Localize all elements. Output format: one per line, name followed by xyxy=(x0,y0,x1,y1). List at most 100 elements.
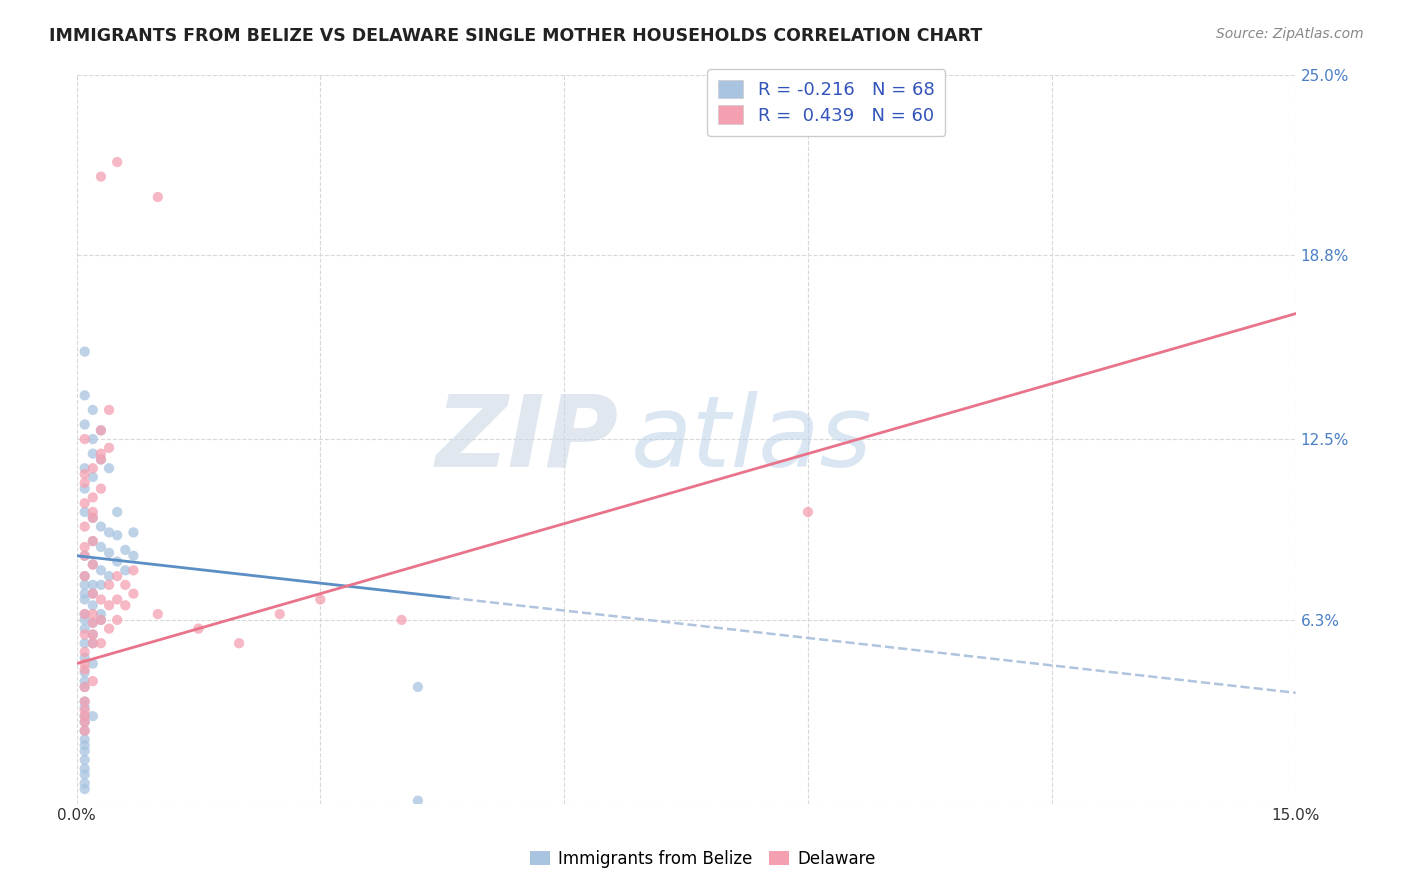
Point xyxy=(114,578,136,592)
Point xyxy=(82,709,104,723)
Point xyxy=(73,663,96,677)
Point xyxy=(73,665,96,680)
Point xyxy=(82,461,104,475)
Point xyxy=(90,452,112,467)
Point xyxy=(73,432,96,446)
Point xyxy=(73,776,96,790)
Point xyxy=(82,627,104,641)
Point xyxy=(98,578,121,592)
Point xyxy=(114,599,136,613)
Point xyxy=(73,627,96,641)
Point xyxy=(98,599,121,613)
Point xyxy=(82,578,104,592)
Point xyxy=(73,700,96,714)
Point xyxy=(82,607,104,621)
Point xyxy=(73,714,96,729)
Point xyxy=(82,657,104,671)
Point xyxy=(90,452,112,467)
Point xyxy=(73,549,96,563)
Point xyxy=(73,388,96,402)
Point xyxy=(122,525,145,540)
Point xyxy=(73,549,96,563)
Point xyxy=(98,546,121,560)
Point xyxy=(105,505,128,519)
Point xyxy=(98,622,121,636)
Point xyxy=(73,694,96,708)
Point xyxy=(90,563,112,577)
Point xyxy=(73,650,96,665)
Point xyxy=(73,607,96,621)
Point xyxy=(73,645,96,659)
Point xyxy=(90,482,112,496)
Point xyxy=(73,714,96,729)
Point xyxy=(73,344,96,359)
Point xyxy=(90,423,112,437)
Point xyxy=(73,540,96,554)
Point xyxy=(82,599,104,613)
Point xyxy=(82,636,104,650)
Point xyxy=(73,505,96,519)
Point xyxy=(73,709,96,723)
Point xyxy=(90,423,112,437)
Point xyxy=(90,613,112,627)
Point xyxy=(105,555,128,569)
Point xyxy=(73,762,96,776)
Point xyxy=(406,794,429,808)
Point xyxy=(90,592,112,607)
Point xyxy=(73,496,96,510)
Legend: Immigrants from Belize, Delaware: Immigrants from Belize, Delaware xyxy=(523,844,883,875)
Point xyxy=(73,674,96,689)
Point xyxy=(82,470,104,484)
Point xyxy=(98,569,121,583)
Point xyxy=(391,613,413,627)
Point xyxy=(73,782,96,797)
Point xyxy=(73,569,96,583)
Point xyxy=(73,703,96,717)
Point xyxy=(82,511,104,525)
Point xyxy=(406,680,429,694)
Point xyxy=(82,534,104,549)
Point xyxy=(73,753,96,767)
Point xyxy=(98,525,121,540)
Point xyxy=(105,155,128,169)
Point xyxy=(90,519,112,533)
Point xyxy=(98,461,121,475)
Point xyxy=(73,723,96,738)
Point xyxy=(73,417,96,432)
Point xyxy=(187,622,209,636)
Text: atlas: atlas xyxy=(631,391,873,488)
Point xyxy=(228,636,250,650)
Point xyxy=(82,636,104,650)
Point xyxy=(73,739,96,753)
Point xyxy=(73,723,96,738)
Point xyxy=(73,636,96,650)
Point xyxy=(73,709,96,723)
Point xyxy=(90,636,112,650)
Point xyxy=(73,475,96,490)
Point xyxy=(90,613,112,627)
Point xyxy=(82,505,104,519)
Point xyxy=(73,732,96,747)
Point xyxy=(82,558,104,572)
Point xyxy=(73,569,96,583)
Point xyxy=(73,767,96,781)
Text: ZIP: ZIP xyxy=(436,391,619,488)
Point xyxy=(105,613,128,627)
Point xyxy=(73,587,96,601)
Point xyxy=(114,542,136,557)
Point xyxy=(82,432,104,446)
Point xyxy=(82,534,104,549)
Point xyxy=(309,592,332,607)
Point xyxy=(90,578,112,592)
Point xyxy=(73,680,96,694)
Text: Source: ZipAtlas.com: Source: ZipAtlas.com xyxy=(1216,27,1364,41)
Point xyxy=(146,190,169,204)
Point xyxy=(73,744,96,758)
Point xyxy=(82,627,104,641)
Point xyxy=(73,694,96,708)
Point xyxy=(82,403,104,417)
Point xyxy=(82,491,104,505)
Point xyxy=(82,674,104,689)
Point xyxy=(122,549,145,563)
Point xyxy=(105,528,128,542)
